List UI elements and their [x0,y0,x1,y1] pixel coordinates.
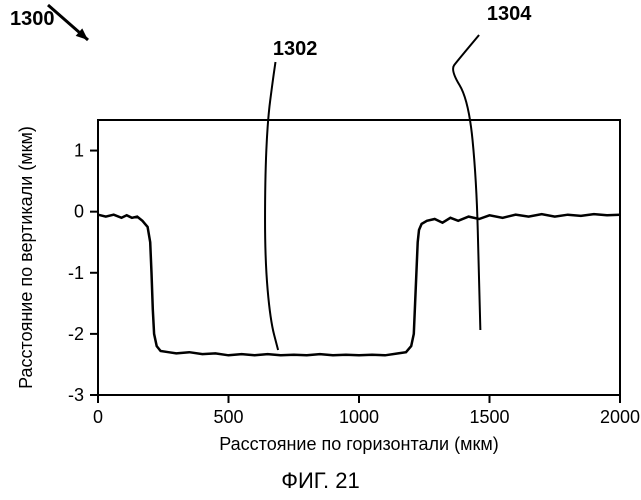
y-axis-label: Расстояние по вертикали (мкм) [16,126,36,389]
leader-label-1304: 1304 [487,3,532,25]
x-ticks: 0 500 1000 1500 2000 [93,395,640,427]
y-ticks: -3 -2 -1 0 1 [68,141,98,405]
y-tick-label: 0 [74,202,84,222]
x-tick-label: 1500 [469,407,509,427]
x-tick-label: 500 [213,407,243,427]
leader-line-1302 [265,62,278,350]
x-tick-label: 2000 [600,407,640,427]
leader-line-1304 [453,35,480,330]
y-tick-label: -3 [68,385,84,405]
y-tick-label: 1 [74,141,84,161]
figure-number-label: 1300 [10,8,55,30]
leader-label-1302: 1302 [273,38,318,60]
x-tick-label: 1000 [339,407,379,427]
y-tick-label: -2 [68,324,84,344]
profile-curve [98,214,620,355]
x-axis-label: Расстояние по горизонтали (мкм) [219,434,498,454]
figure-caption: ФИГ. 21 [281,468,359,493]
y-tick-label: -1 [68,263,84,283]
x-tick-label: 0 [93,407,103,427]
